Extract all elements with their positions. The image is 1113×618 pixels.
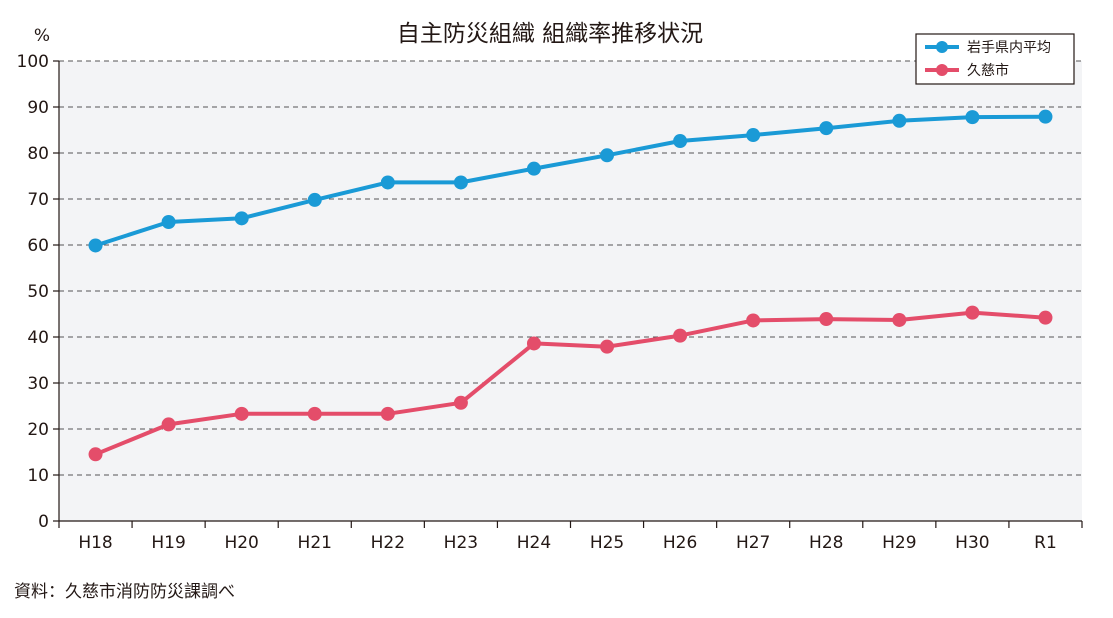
data-point-1: [307, 406, 322, 421]
x-tick-label: H19: [151, 533, 185, 553]
x-tick-label: H26: [663, 533, 697, 553]
x-tick-label: H28: [809, 533, 843, 553]
y-tick-label: 40: [27, 328, 49, 348]
chart-title: 自主防災組織 組織率推移状況: [397, 21, 703, 47]
x-tick-label: R1: [1034, 533, 1057, 553]
data-point-0: [819, 121, 834, 136]
data-point-0: [892, 113, 907, 128]
series-line-1: [93, 310, 1048, 457]
data-point-1: [819, 312, 834, 327]
data-point-0: [453, 175, 468, 190]
series-layer: [88, 109, 1053, 462]
x-tick-label: H22: [371, 533, 405, 553]
x-tick-label: H21: [298, 533, 332, 553]
legend-marker-0: [936, 41, 948, 53]
x-tick-label: H29: [882, 533, 916, 553]
x-tick-label: H25: [590, 533, 624, 553]
data-point-1: [380, 406, 395, 421]
x-tick-label: H30: [955, 533, 989, 553]
y-tick-label: 90: [27, 98, 49, 118]
data-point-1: [673, 328, 688, 343]
data-point-1: [746, 313, 761, 328]
data-point-1: [161, 417, 176, 432]
data-point-0: [161, 215, 176, 229]
y-axis-unit: %: [34, 26, 50, 46]
data-point-0: [600, 148, 615, 163]
x-tick-label: H27: [736, 533, 770, 553]
data-point-0: [88, 238, 103, 253]
y-tick-label: 10: [27, 466, 49, 486]
data-point-0: [234, 211, 249, 226]
data-point-1: [600, 339, 615, 354]
data-point-0: [380, 175, 395, 190]
data-point-0: [965, 110, 980, 125]
data-point-0: [526, 161, 541, 176]
x-tick-label: H18: [78, 533, 112, 553]
x-tick-label: H24: [517, 533, 551, 553]
y-tick-label: 20: [27, 420, 49, 440]
y-tick-label: 30: [27, 374, 49, 394]
data-point-1: [965, 305, 980, 320]
data-point-1: [234, 406, 249, 421]
plot-area: [59, 61, 1082, 521]
x-tick-label: H23: [444, 533, 478, 553]
legend: 岩手県内平均 久慈市: [915, 33, 1075, 85]
x-tick-label: H20: [224, 533, 258, 553]
data-point-0: [307, 192, 322, 207]
series-line-0: [93, 114, 1048, 248]
y-tick-label: 0: [38, 512, 49, 532]
y-tick-label: 100: [17, 52, 49, 72]
y-tick-label: 70: [27, 190, 49, 210]
data-point-1: [1038, 310, 1053, 325]
y-tick-label: 60: [27, 236, 49, 256]
data-point-0: [1038, 109, 1053, 124]
axes: 0 10 20 30 40 50 60 70 80 90 100 H18 H19 H20 H21 H22 H23…: [17, 52, 1083, 553]
y-tick-label: 80: [27, 144, 49, 164]
data-point-0: [673, 134, 688, 149]
data-point-0: [746, 128, 761, 143]
data-point-1: [892, 312, 907, 327]
data-point-1: [453, 395, 468, 410]
data-point-1: [526, 336, 541, 351]
legend-marker-1: [936, 64, 948, 76]
data-point-1: [88, 447, 103, 462]
source-note: 資料：久慈市消防防災課調べ: [14, 582, 235, 602]
y-tick-label: 50: [27, 282, 49, 302]
legend-label-1: 久慈市: [967, 62, 1009, 79]
legend-label-0: 岩手県内平均: [967, 40, 1051, 56]
